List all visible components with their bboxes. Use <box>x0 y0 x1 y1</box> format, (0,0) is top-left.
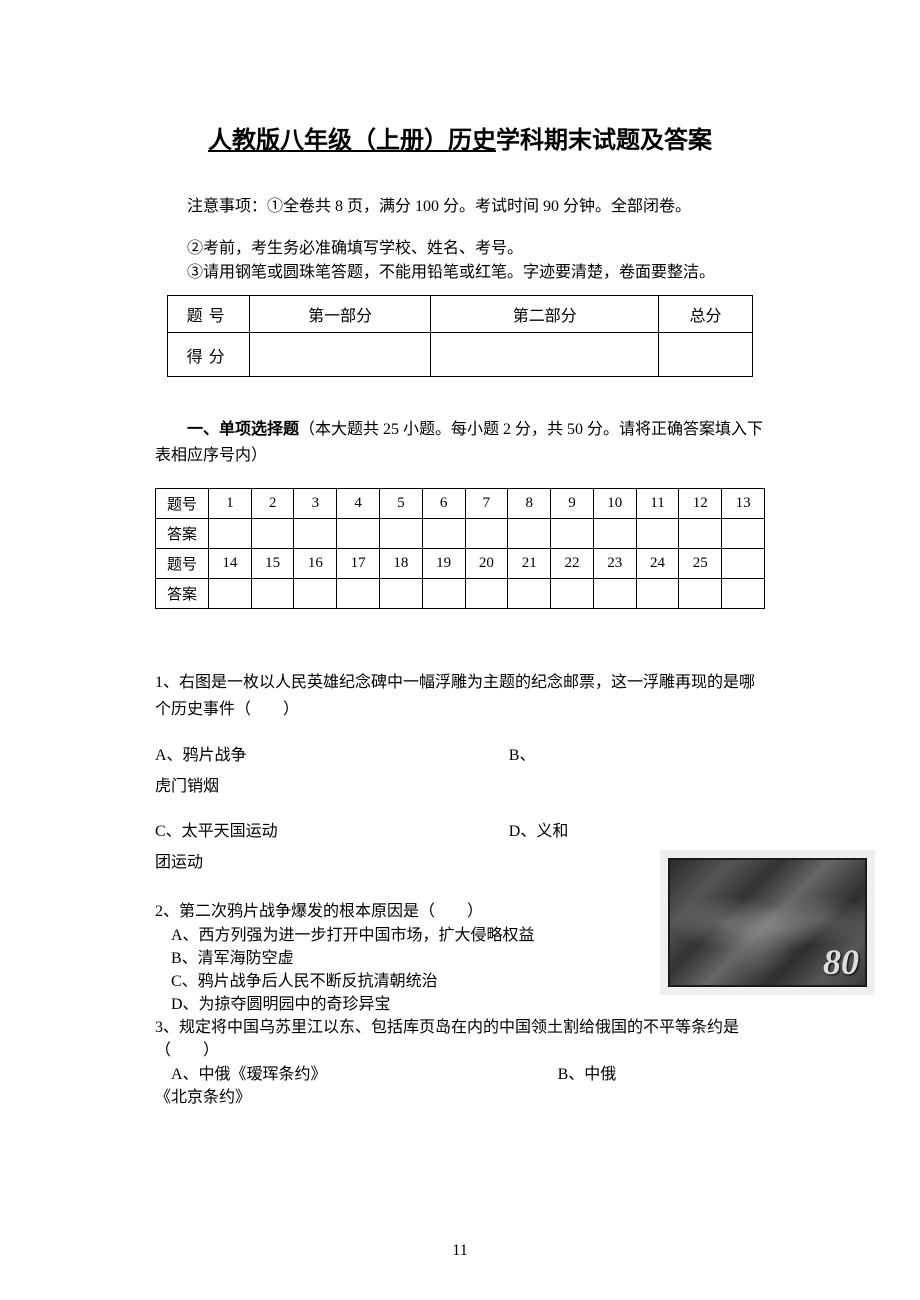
answer-cell <box>636 579 679 609</box>
answer-num: 4 <box>337 489 380 519</box>
q3-option-b-cont: 《北京条约》 <box>155 1086 765 1109</box>
answer-cell <box>337 579 380 609</box>
score-part1-cell <box>250 333 431 377</box>
answer-num: 12 <box>679 489 722 519</box>
score-table-header-row: 题号 第一部分 第二部分 总分 <box>168 296 753 333</box>
answer-table-qrow-2: 题号 14 15 16 17 18 19 20 21 22 23 24 25 <box>156 549 765 579</box>
answer-num: 1 <box>208 489 251 519</box>
answer-alabel-1: 答案 <box>156 519 209 549</box>
section-1-label: 一、单项选择题 <box>187 421 299 438</box>
answer-cell <box>636 519 679 549</box>
instructions-line-1: 注意事项：①全卷共 8 页，满分 100 分。考试时间 90 分钟。全部闭卷。 <box>155 195 765 219</box>
stamp-image: 80 <box>660 850 875 995</box>
answer-num: 6 <box>422 489 465 519</box>
answer-cell <box>294 579 337 609</box>
score-header-part1: 第一部分 <box>250 296 431 333</box>
q1-stem: 1、右图是一枚以人民英雄纪念碑中一幅浮雕为主题的纪念邮票，这一浮雕再现的是哪个历… <box>155 669 765 723</box>
answer-num: 5 <box>380 489 423 519</box>
answer-num: 25 <box>679 549 722 579</box>
q1-option-d: D、义和 <box>509 818 569 845</box>
answer-qlabel-2: 题号 <box>156 549 209 579</box>
answer-num: 2 <box>251 489 294 519</box>
answer-table-arow-1: 答案 <box>156 519 765 549</box>
q3-option-a: A、中俄《瑷珲条约》 <box>155 1063 558 1086</box>
answer-cell <box>422 579 465 609</box>
stamp-frame: 80 <box>660 850 875 995</box>
answer-num: 13 <box>722 489 765 519</box>
q2-option-d: D、为掠夺圆明园中的奇珍异宝 <box>155 993 765 1016</box>
answer-num: 7 <box>465 489 508 519</box>
answer-num: 22 <box>551 549 594 579</box>
score-part2-cell <box>431 333 659 377</box>
q1-option-c: C、太平天国运动 <box>155 818 509 845</box>
answer-cell <box>551 519 594 549</box>
score-header-total: 总分 <box>659 296 753 333</box>
title-rest: 学科期末试题及答案 <box>496 128 712 154</box>
instructions-line-2: ②考前，考生务必准确填写学校、姓名、考号。 <box>155 237 765 261</box>
answer-cell <box>294 519 337 549</box>
score-table-value-row: 得分 <box>168 333 753 377</box>
stamp-value: 80 <box>823 941 859 983</box>
answer-num: 11 <box>636 489 679 519</box>
answer-cell <box>251 519 294 549</box>
answer-cell <box>208 519 251 549</box>
score-header-qnum: 题号 <box>168 296 250 333</box>
q3-option-b: B、中俄 <box>558 1063 617 1086</box>
section-1-heading: 一、单项选择题（本大题共 25 小题。每小题 2 分，共 50 分。请将正确答案… <box>155 417 765 468</box>
answer-cell <box>508 579 551 609</box>
score-row-label: 得分 <box>168 333 250 377</box>
answer-cell <box>593 579 636 609</box>
question-1: 1、右图是一枚以人民英雄纪念碑中一幅浮雕为主题的纪念邮票，这一浮雕再现的是哪个历… <box>155 669 765 876</box>
answer-cell <box>465 579 508 609</box>
answer-cell <box>465 519 508 549</box>
answer-cell <box>679 579 722 609</box>
answer-table: 题号 1 2 3 4 5 6 7 8 9 10 11 12 13 答案 题号 1… <box>155 488 765 609</box>
answer-num: 16 <box>294 549 337 579</box>
answer-cell <box>208 579 251 609</box>
answer-cell <box>380 579 423 609</box>
q1-option-b-cont: 虎门销烟 <box>155 773 765 800</box>
answer-num: 10 <box>593 489 636 519</box>
answer-cell <box>551 579 594 609</box>
answer-num: 21 <box>508 549 551 579</box>
answer-table-arow-2: 答案 <box>156 579 765 609</box>
title-underlined: 人教版八年级（上册）历史 <box>208 128 496 154</box>
answer-cell <box>722 519 765 549</box>
q3-stem: 3、规定将中国乌苏里江以东、包括库页岛在内的中国领土割给俄国的不平等条约是（ ） <box>155 1016 765 1062</box>
q1-option-b: B、 <box>509 742 536 769</box>
answer-qlabel-1: 题号 <box>156 489 209 519</box>
answer-alabel-2: 答案 <box>156 579 209 609</box>
answer-cell <box>593 519 636 549</box>
stamp-relief-image: 80 <box>668 858 867 987</box>
score-header-part2: 第二部分 <box>431 296 659 333</box>
answer-num: 8 <box>508 489 551 519</box>
question-3: 3、规定将中国乌苏里江以东、包括库页岛在内的中国领土割给俄国的不平等条约是（ ）… <box>155 1016 765 1109</box>
answer-cell <box>722 579 765 609</box>
answer-num: 9 <box>551 489 594 519</box>
score-table: 题号 第一部分 第二部分 总分 得分 <box>167 295 753 377</box>
instructions-line-3: ③请用钢笔或圆珠笔答题，不能用铅笔或红笔。字迹要清楚，卷面要整洁。 <box>155 261 765 285</box>
answer-num: 3 <box>294 489 337 519</box>
answer-num: 20 <box>465 549 508 579</box>
answer-num <box>722 549 765 579</box>
score-total-cell <box>659 333 753 377</box>
answer-num: 14 <box>208 549 251 579</box>
page-number: 11 <box>0 1242 920 1260</box>
answer-num: 18 <box>380 549 423 579</box>
exam-title: 人教版八年级（上册）历史学科期末试题及答案 <box>155 120 765 155</box>
answer-num: 23 <box>593 549 636 579</box>
answer-cell <box>337 519 380 549</box>
answer-cell <box>508 519 551 549</box>
answer-num: 24 <box>636 549 679 579</box>
answer-num: 15 <box>251 549 294 579</box>
q1-option-a: A、鸦片战争 <box>155 742 509 769</box>
answer-cell <box>380 519 423 549</box>
answer-cell <box>422 519 465 549</box>
answer-num: 17 <box>337 549 380 579</box>
answer-num: 19 <box>422 549 465 579</box>
answer-cell <box>679 519 722 549</box>
answer-cell <box>251 579 294 609</box>
answer-table-qrow-1: 题号 1 2 3 4 5 6 7 8 9 10 11 12 13 <box>156 489 765 519</box>
